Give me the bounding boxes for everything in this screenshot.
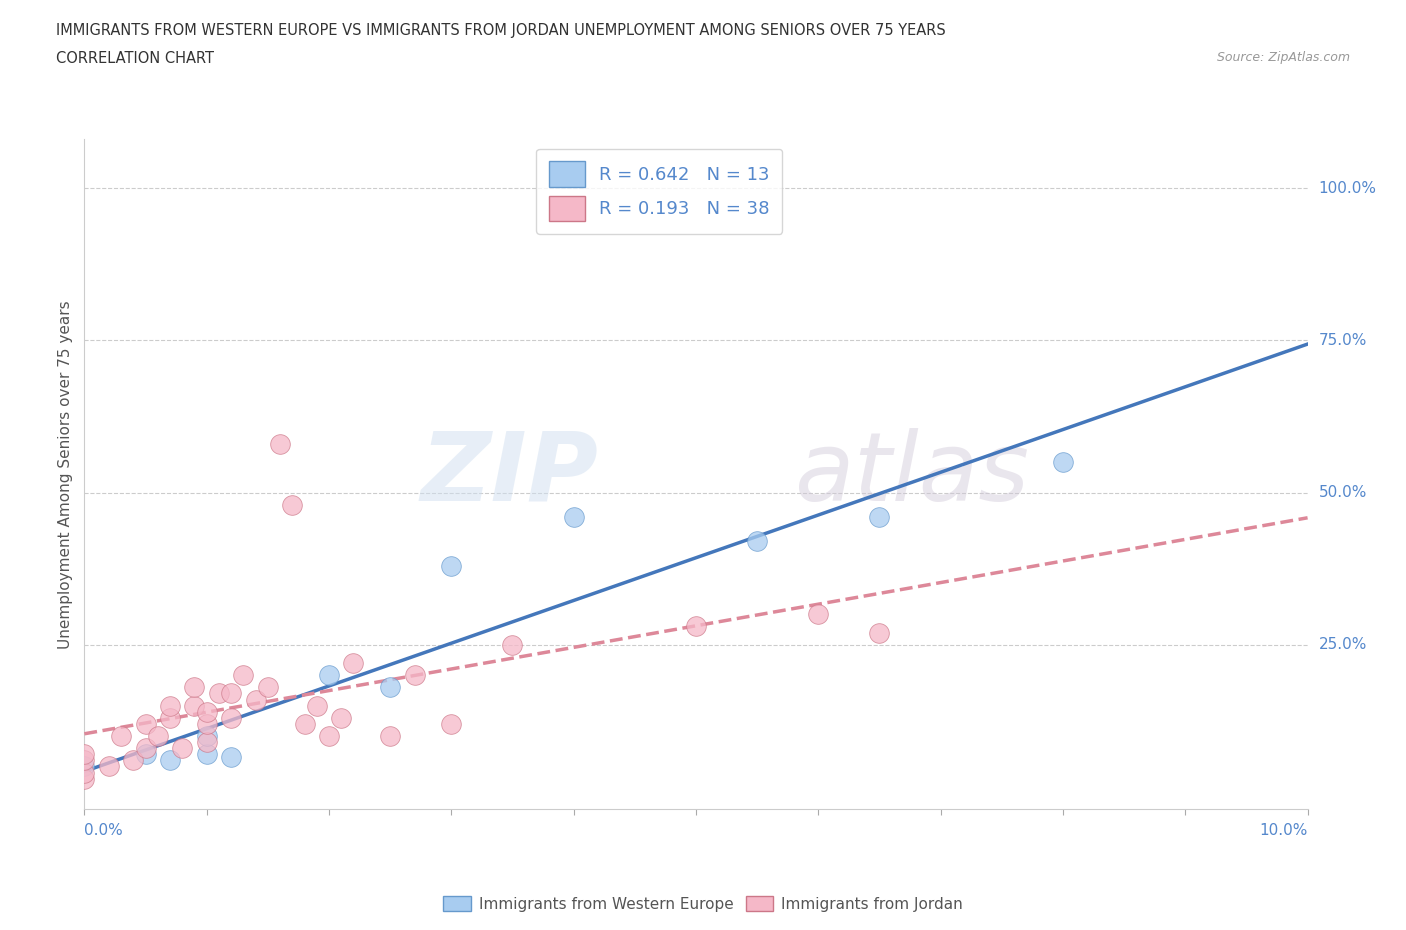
Point: [135, 747, 157, 762]
Point: [747, 534, 769, 549]
Point: [232, 668, 254, 683]
Point: [208, 686, 231, 701]
Legend: Immigrants from Western Europe, Immigrants from Jordan: Immigrants from Western Europe, Immigran…: [437, 889, 969, 918]
Point: [135, 741, 157, 756]
Point: [294, 716, 316, 731]
Point: [122, 753, 145, 768]
Point: [305, 698, 328, 713]
Point: [183, 680, 205, 695]
Text: ZIP: ZIP: [420, 428, 598, 521]
Point: [219, 686, 242, 701]
Point: [97, 759, 120, 774]
Point: [110, 728, 132, 743]
Point: [562, 510, 585, 525]
Point: [73, 771, 96, 786]
Legend: R = 0.642   N = 13, R = 0.193   N = 38: R = 0.642 N = 13, R = 0.193 N = 38: [536, 149, 783, 234]
Point: [318, 668, 340, 683]
Point: [318, 728, 340, 743]
Point: [73, 759, 96, 774]
Point: [159, 698, 181, 713]
Point: [73, 765, 96, 780]
Point: [195, 704, 218, 719]
Point: [869, 510, 891, 525]
Text: 100.0%: 100.0%: [1319, 180, 1376, 195]
Point: [342, 656, 364, 671]
Point: [146, 728, 169, 743]
Point: [380, 680, 402, 695]
Point: [869, 625, 891, 640]
Point: [172, 741, 194, 756]
Point: [440, 716, 463, 731]
Point: [183, 698, 205, 713]
Point: [159, 753, 181, 768]
Text: IMMIGRANTS FROM WESTERN EUROPE VS IMMIGRANTS FROM JORDAN UNEMPLOYMENT AMONG SENI: IMMIGRANTS FROM WESTERN EUROPE VS IMMIGR…: [56, 23, 946, 38]
Point: [685, 619, 707, 634]
Point: [380, 728, 402, 743]
Point: [281, 498, 304, 512]
Point: [257, 680, 280, 695]
Point: [219, 750, 242, 764]
Point: [135, 716, 157, 731]
Point: [195, 728, 218, 743]
Point: [195, 735, 218, 750]
Text: 10.0%: 10.0%: [1260, 823, 1308, 838]
Text: atlas: atlas: [794, 428, 1029, 521]
Point: [1052, 455, 1074, 470]
Text: 25.0%: 25.0%: [1319, 637, 1367, 652]
Point: [440, 558, 463, 573]
Point: [269, 436, 291, 451]
Point: [807, 607, 830, 622]
Point: [73, 753, 96, 768]
Point: [195, 747, 218, 762]
Y-axis label: Unemployment Among Seniors over 75 years: Unemployment Among Seniors over 75 years: [58, 300, 73, 648]
Point: [502, 637, 524, 652]
Text: CORRELATION CHART: CORRELATION CHART: [56, 51, 214, 66]
Point: [330, 711, 353, 725]
Text: 50.0%: 50.0%: [1319, 485, 1367, 500]
Text: Source: ZipAtlas.com: Source: ZipAtlas.com: [1216, 51, 1350, 64]
Point: [159, 711, 181, 725]
Point: [245, 692, 267, 707]
Point: [73, 747, 96, 762]
Text: 75.0%: 75.0%: [1319, 333, 1367, 348]
Point: [404, 668, 426, 683]
Point: [195, 716, 218, 731]
Text: 0.0%: 0.0%: [84, 823, 124, 838]
Point: [219, 711, 242, 725]
